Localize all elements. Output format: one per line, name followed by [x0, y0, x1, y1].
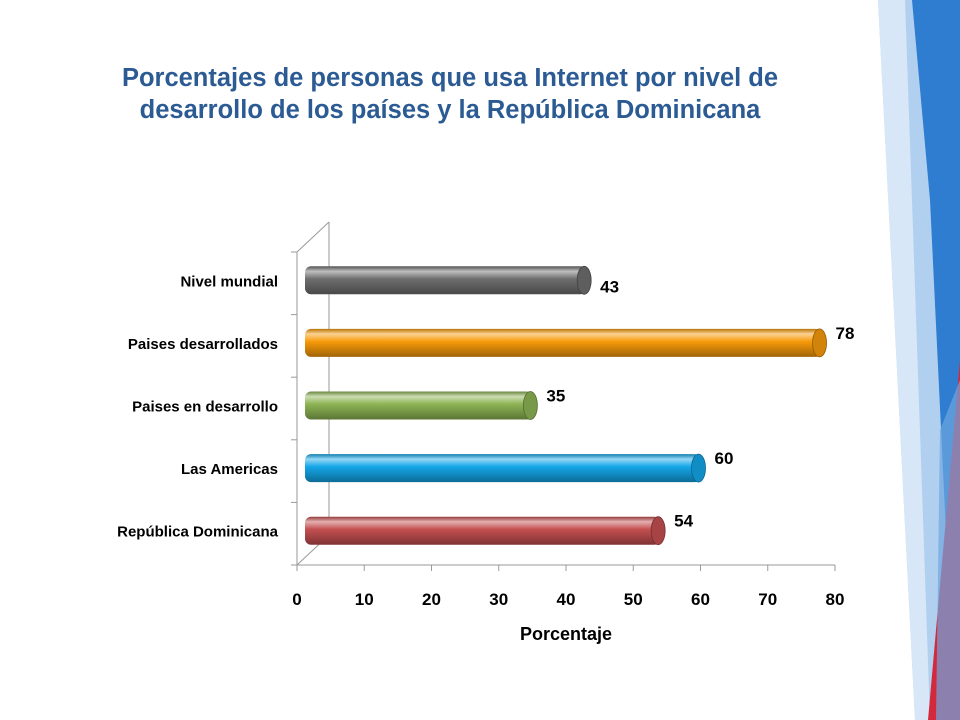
bar-end-cap: [576, 265, 592, 295]
bar-end-cap: [650, 516, 666, 546]
x-tick-label: 50: [624, 590, 643, 609]
data-label: 43: [600, 277, 619, 296]
slide-title-line-1: Porcentajes de personas que usa Internet…: [121, 64, 779, 92]
data-label: 54: [674, 512, 693, 531]
data-label: 78: [836, 324, 855, 343]
bar: [305, 391, 533, 420]
x-tick-label: 30: [489, 590, 508, 609]
x-tick-label: 20: [422, 590, 441, 609]
x-tick-label: 40: [557, 590, 576, 609]
data-label: 60: [715, 449, 734, 468]
bar: [305, 266, 587, 295]
category-label: Paises en desarrollo: [132, 399, 278, 416]
bar: [305, 328, 822, 357]
ribbon-mid-blue: [936, 380, 960, 720]
chart-labels: 0 10 20 30 40 50 60 70 80 Nivel mundial 43 Paises d…: [117, 273, 854, 609]
data-label: 35: [546, 387, 565, 406]
bar: [305, 454, 701, 483]
ribbon-pale: [878, 0, 930, 720]
slide-title: Porcentajes de personas que usa Internet…: [20, 62, 880, 126]
category-label: Paises desarrollados: [128, 336, 278, 353]
x-tick-label: 0: [292, 590, 301, 609]
bar-end-cap: [522, 391, 538, 420]
bar-end-cap: [812, 328, 827, 358]
x-tick-label: 60: [691, 590, 710, 609]
bar-end-cap: [691, 453, 706, 483]
category-label: Nivel mundial: [180, 273, 278, 290]
x-tick-label: 10: [355, 590, 374, 609]
x-tick-label: 80: [826, 590, 845, 609]
wall-top-edge: [296, 221, 330, 253]
chart-bars: [305, 265, 827, 546]
x-axis-title: Porcentaje: [520, 624, 612, 644]
bar: [305, 516, 661, 545]
slide-title-line-2: desarrollo de los países y la República …: [139, 96, 761, 124]
x-tick-label: 70: [758, 590, 777, 609]
category-label: Las Americas: [181, 461, 278, 478]
category-label: República Dominicana: [117, 524, 279, 541]
